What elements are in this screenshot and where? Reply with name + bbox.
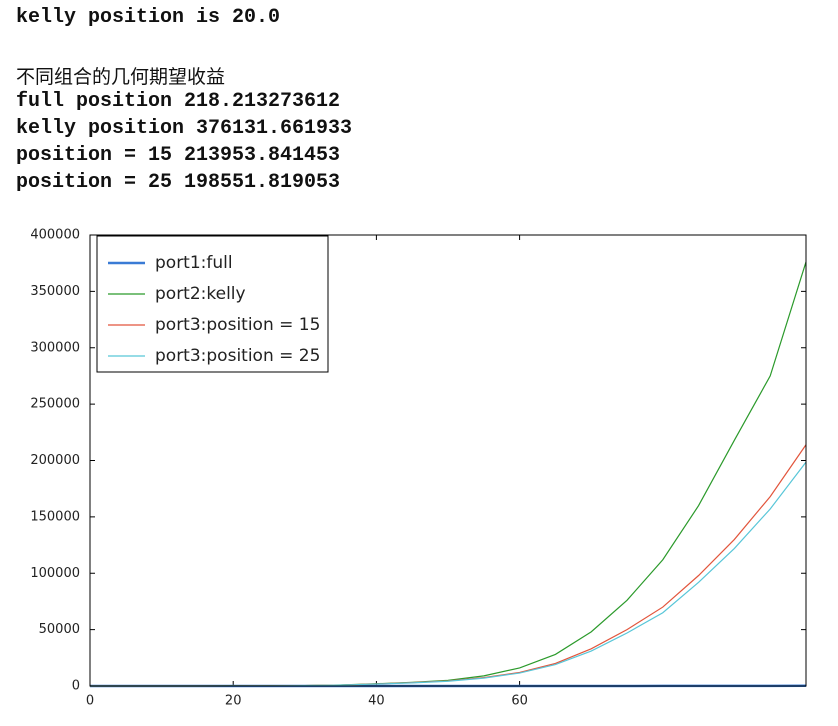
x-tick-label: 0 — [86, 694, 94, 709]
output-line: position = 15 213953.841453 — [16, 144, 341, 167]
x-tick-label: 40 — [368, 694, 385, 709]
y-tick-label: 350000 — [30, 284, 80, 299]
y-tick-label: 150000 — [30, 509, 80, 524]
y-tick-label: 400000 — [30, 228, 80, 243]
output-line: 不同组合的几何期望收益 — [16, 66, 226, 88]
y-tick-label: 250000 — [30, 397, 80, 412]
y-tick-label: 200000 — [30, 453, 80, 468]
output-line: kelly position is 20.0 — [16, 6, 281, 29]
y-tick-label: 50000 — [39, 622, 80, 637]
output-line: position = 25 198551.819053 — [16, 171, 341, 194]
legend-box — [96, 235, 329, 373]
legend-label: port3:position = 25 — [155, 346, 320, 366]
series-line — [89, 461, 807, 687]
output-line: kelly position 376131.661933 — [16, 117, 353, 140]
y-tick-label: 0 — [72, 679, 80, 694]
y-tick-label: 300000 — [30, 340, 80, 355]
series-line — [89, 444, 807, 687]
output-line: full position 218.213273612 — [16, 90, 341, 113]
legend-label: port2:kelly — [155, 284, 246, 304]
y-tick-label: 100000 — [30, 566, 80, 581]
legend-label: port3:position = 15 — [155, 315, 320, 335]
legend-label: port1:full — [155, 253, 233, 273]
x-tick-label: 20 — [225, 694, 242, 709]
x-tick-label: 60 — [511, 694, 528, 709]
plot-frame — [89, 234, 807, 687]
